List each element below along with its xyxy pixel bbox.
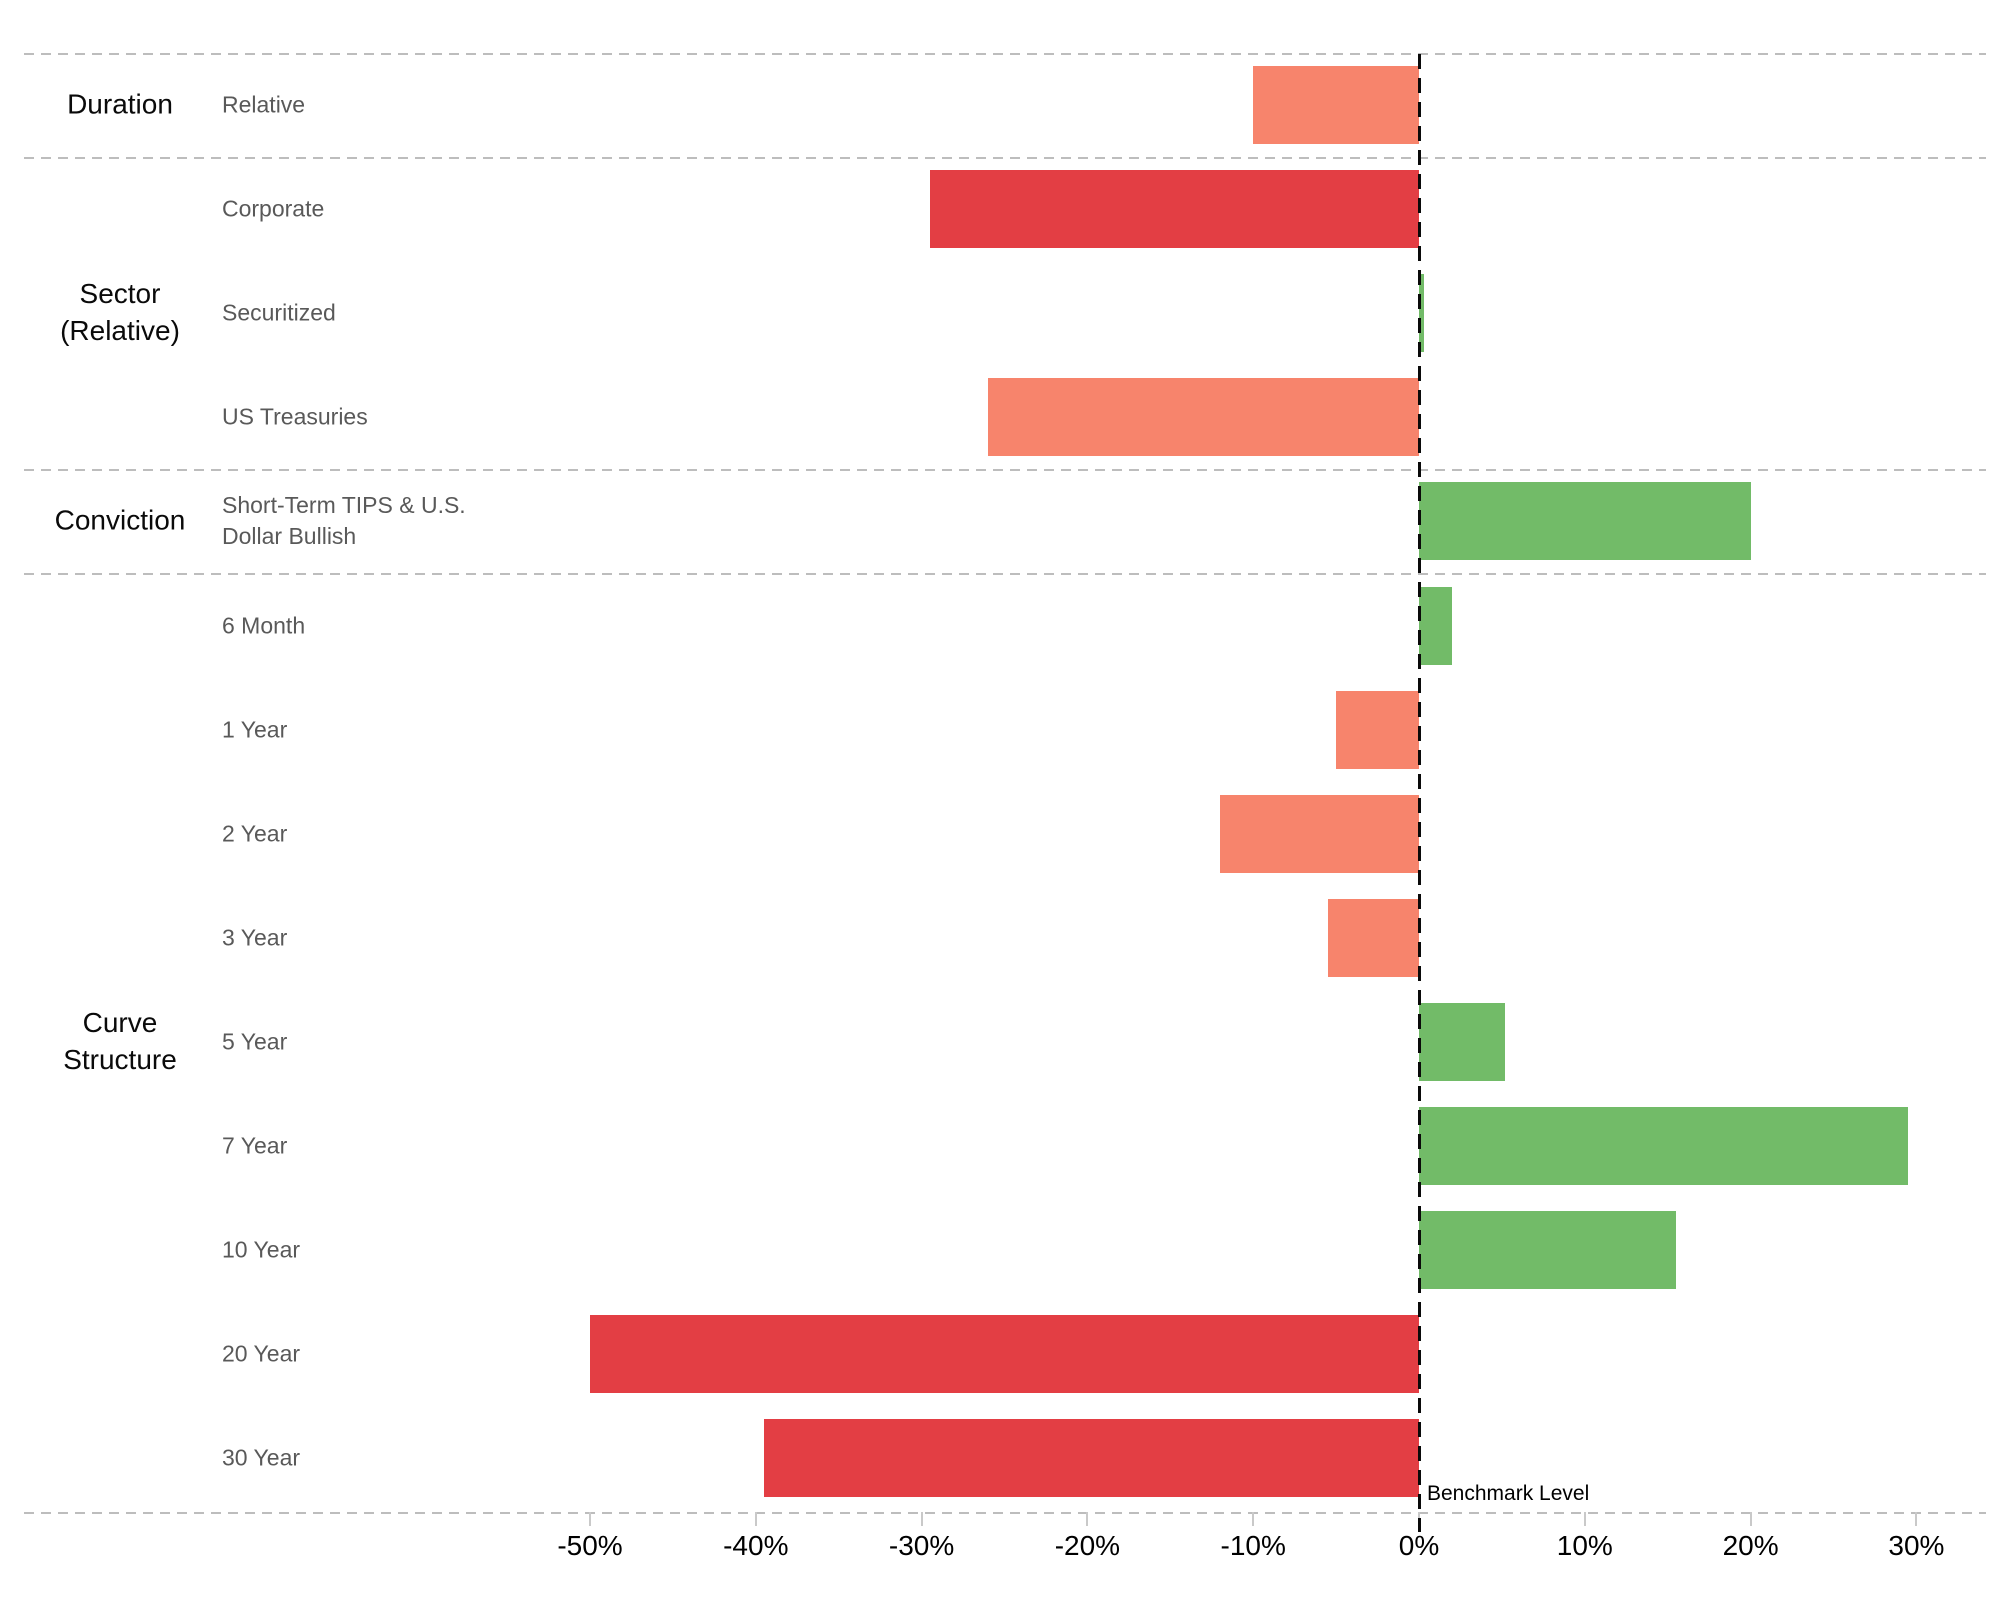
bar-corporate [929, 170, 1419, 249]
row-label-us-treasuries: US Treasuries [222, 403, 368, 430]
benchmark-label: Benchmark Level [1427, 1482, 1590, 1505]
section-separator-line [24, 469, 1986, 472]
row-label-relative: Relative [222, 91, 306, 118]
x-axis-tick-label: -20% [1054, 1530, 1121, 1561]
row-label-30-year: 30 Year [222, 1444, 301, 1471]
section-label-conviction: Conviction [54, 504, 186, 536]
x-axis-tick-label: 10% [1556, 1530, 1613, 1561]
bar-30-year [764, 1419, 1419, 1498]
x-axis-tick-label: 30% [1888, 1530, 1945, 1561]
bar-relative [1253, 66, 1419, 144]
bar-20-year [590, 1315, 1419, 1394]
section-separator-line [24, 1512, 1986, 1515]
row-label-10-year: 10 Year [222, 1236, 301, 1263]
x-axis-tick-label: -40% [723, 1530, 789, 1561]
row-label-20-year: 20 Year [222, 1340, 301, 1367]
x-axis-tick [589, 1512, 591, 1526]
x-axis-tick [754, 1512, 757, 1526]
bar-1-year [1336, 690, 1419, 769]
x-axis-tick-label: -50% [557, 1530, 623, 1561]
row-label-5-year: 5 Year [222, 1028, 288, 1055]
row-label-3-year: 3 Year [222, 924, 288, 951]
row-label-7-year: 7 Year [222, 1132, 288, 1159]
x-axis-tick-label: -30% [888, 1530, 955, 1561]
section-separator-line [24, 53, 1986, 55]
bar-short-term-tips-u-s [1419, 482, 1751, 561]
section-separator-line [24, 157, 1986, 160]
bar-6-month [1419, 586, 1453, 665]
section-separator-line [24, 573, 1986, 576]
benchmark-line [1418, 54, 1421, 1532]
row-label-1-year: 1 Year [222, 716, 288, 743]
x-axis-tick [1086, 1512, 1089, 1526]
bar-us-treasuries [987, 378, 1419, 457]
row-label-short-term-tips-u-s: Short-Term TIPS & U.S. Dollar Bullish [222, 492, 466, 550]
row-label-corporate: Corporate [222, 195, 325, 222]
x-axis-tick-label: 0% [1398, 1530, 1440, 1561]
bar-7-year [1419, 1107, 1909, 1185]
x-axis-tick-label: -10% [1220, 1530, 1286, 1561]
section-label-curve: Curve Structure [63, 1006, 177, 1075]
x-axis-tick [1252, 1512, 1255, 1526]
bar-10-year [1419, 1211, 1676, 1290]
row-label-securitized: Securitized [222, 299, 336, 326]
x-axis-tick [1749, 1512, 1752, 1526]
x-axis-tick-label: 20% [1722, 1530, 1779, 1561]
row-label-2-year: 2 Year [222, 820, 288, 847]
x-axis-tick [1583, 1512, 1586, 1526]
bar-3-year [1327, 898, 1419, 977]
bar-5-year [1419, 1002, 1506, 1081]
x-axis-tick [920, 1512, 923, 1526]
row-label-6-month: 6 Month [222, 611, 306, 638]
x-axis-tick [1915, 1512, 1918, 1526]
section-label-duration: Duration [67, 88, 173, 120]
bar-securitized [1419, 274, 1424, 353]
bar-2-year [1220, 794, 1419, 873]
section-label-sector: Sector (Relative) [60, 278, 180, 347]
